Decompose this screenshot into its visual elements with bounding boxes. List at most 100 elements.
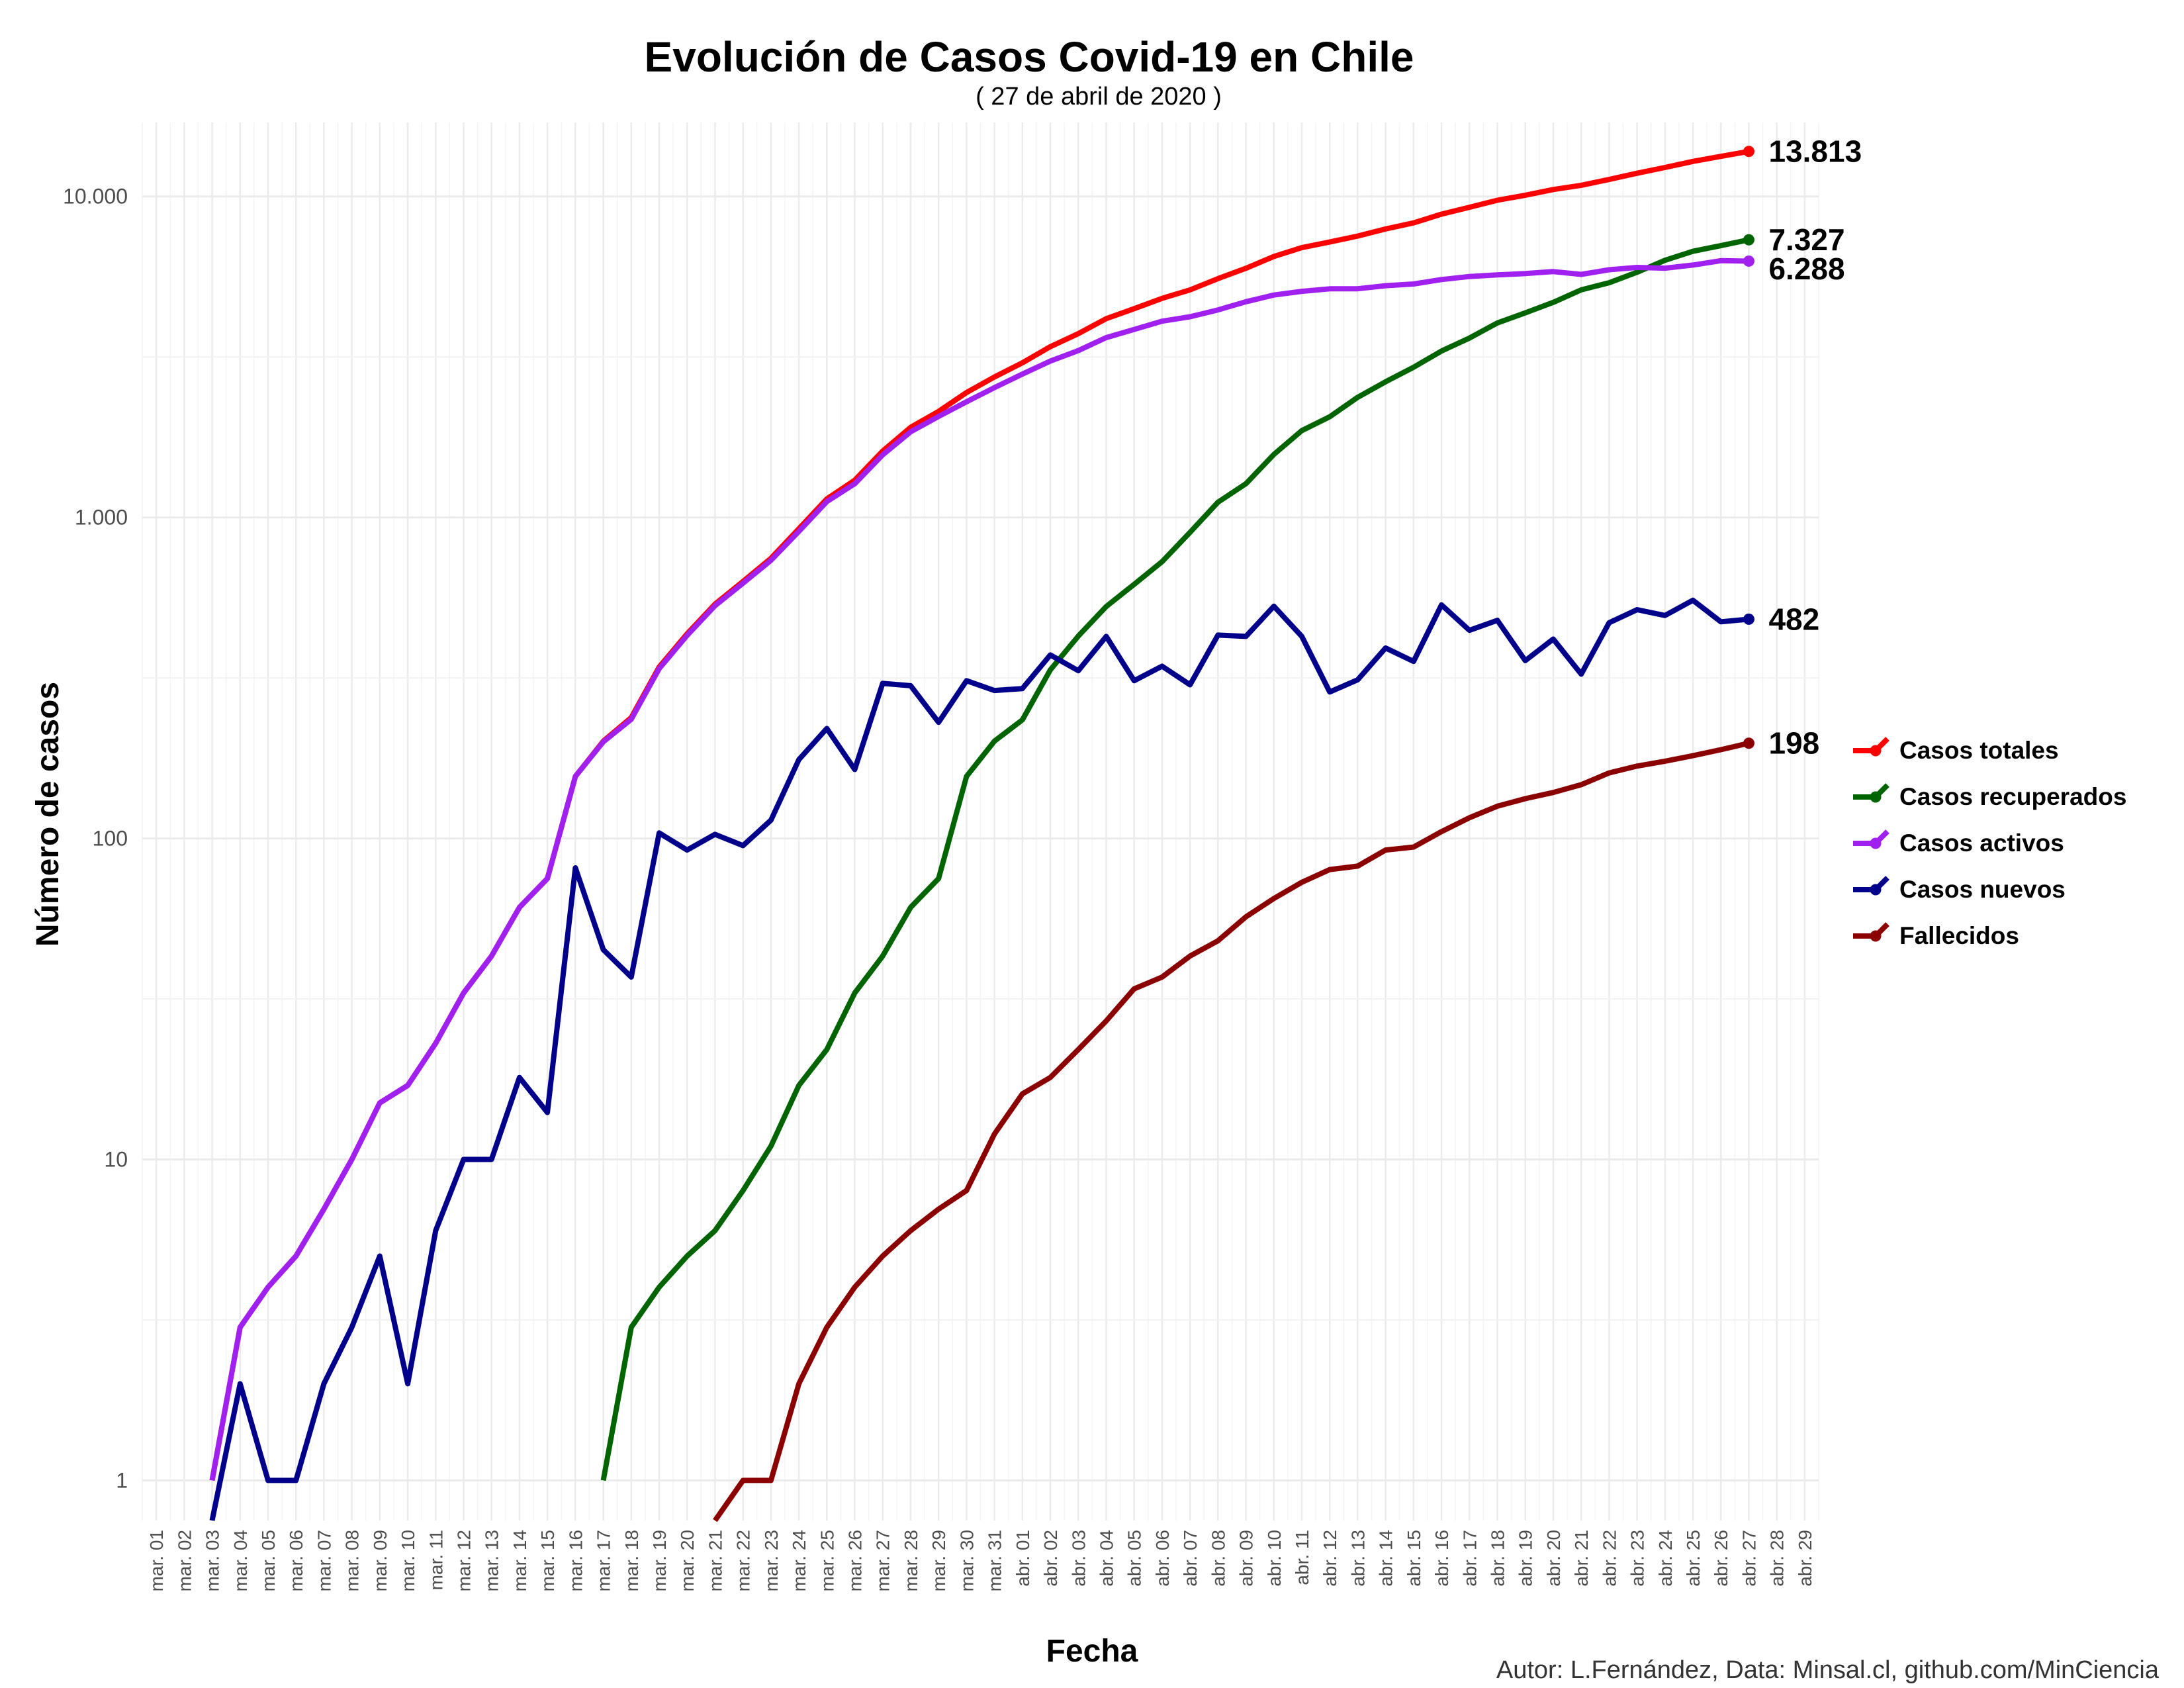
legend-key-point xyxy=(1870,791,1882,803)
legend-key-point xyxy=(1870,837,1882,849)
chart-subtitle: ( 27 de abril de 2020 ) xyxy=(976,83,1222,111)
x-tick-label: abr. 13 xyxy=(1347,1530,1368,1587)
series-line-casos-activos xyxy=(209,258,1749,1481)
end-label-casos-recuperados: 7.327 xyxy=(1768,222,1844,257)
series-line-fallecidos xyxy=(713,740,1750,1523)
x-tick-label: mar. 08 xyxy=(342,1530,363,1591)
end-point-casos-recuperados xyxy=(1743,234,1754,246)
x-tick-label: mar. 18 xyxy=(621,1530,642,1591)
x-tick-label: abr. 16 xyxy=(1432,1530,1452,1587)
series-layer xyxy=(209,146,1754,1523)
x-tick-label: mar. 28 xyxy=(901,1530,921,1591)
x-tick-label: abr. 07 xyxy=(1180,1530,1201,1587)
x-tick-label: abr. 27 xyxy=(1739,1530,1759,1587)
legend-item-casos-recuperados: Casos recuperados xyxy=(1853,783,2126,810)
x-tick-label: abr. 25 xyxy=(1683,1530,1704,1587)
x-tick-label: abr. 12 xyxy=(1320,1530,1340,1587)
end-label-casos-nuevos: 482 xyxy=(1768,602,1819,636)
x-tick-label: abr. 08 xyxy=(1208,1530,1228,1587)
chart-title: Evolución de Casos Covid-19 en Chile xyxy=(645,33,1414,81)
x-tick-label: mar. 31 xyxy=(985,1530,1005,1591)
x-tick-label: abr. 18 xyxy=(1488,1530,1508,1587)
legend-label: Casos activos xyxy=(1899,829,2064,857)
legend-label: Fallecidos xyxy=(1899,922,2019,949)
x-tick-label: abr. 03 xyxy=(1068,1530,1089,1587)
x-tick-label: mar. 03 xyxy=(203,1530,223,1591)
x-tick-label: mar. 27 xyxy=(873,1530,893,1591)
x-tick-label: mar. 25 xyxy=(817,1530,837,1591)
legend-key-point xyxy=(1870,745,1882,757)
y-tick-label: 100 xyxy=(93,827,128,851)
x-tick-label: mar. 17 xyxy=(594,1530,614,1591)
x-tick-label: mar. 14 xyxy=(510,1530,530,1591)
x-tick-label: mar. 10 xyxy=(398,1530,418,1591)
legend-item-casos-totales: Casos totales xyxy=(1853,737,2059,764)
legend-label: Casos recuperados xyxy=(1899,783,2126,810)
x-tick-label: mar. 16 xyxy=(565,1530,586,1591)
x-axis-title: Fecha xyxy=(1046,1634,1138,1669)
x-tick-label: mar. 01 xyxy=(146,1530,167,1591)
end-point-casos-totales xyxy=(1743,146,1754,158)
end-point-casos-activos xyxy=(1743,255,1754,267)
legend-label: Casos nuevos xyxy=(1899,876,2066,903)
x-tick-label: abr. 11 xyxy=(1292,1530,1312,1585)
legend-item-fallecidos: Fallecidos xyxy=(1853,922,2019,949)
x-tick-label: abr. 21 xyxy=(1571,1530,1592,1587)
x-tick-label: abr. 19 xyxy=(1516,1530,1536,1587)
caption: Autor: L.Fernández, Data: Minsal.cl, git… xyxy=(1496,1656,2160,1684)
end-label-casos-totales: 13.813 xyxy=(1768,134,1862,169)
legend-item-casos-activos: Casos activos xyxy=(1853,829,2064,857)
end-point-casos-nuevos xyxy=(1743,613,1754,625)
x-tick-label: abr. 15 xyxy=(1404,1530,1424,1587)
x-tick-label: mar. 12 xyxy=(453,1530,474,1591)
x-tick-label: abr. 22 xyxy=(1599,1530,1619,1587)
x-tick-label: abr. 06 xyxy=(1152,1530,1173,1587)
x-tick-label: abr. 09 xyxy=(1236,1530,1257,1587)
x-tick-label: mar. 02 xyxy=(174,1530,195,1591)
x-tick-label: abr. 02 xyxy=(1040,1530,1061,1587)
x-tick-label: mar. 29 xyxy=(929,1530,949,1591)
x-tick-label: mar. 15 xyxy=(537,1530,558,1591)
x-tick-label: mar. 06 xyxy=(286,1530,306,1591)
x-tick-label: mar. 13 xyxy=(482,1530,502,1591)
x-tick-label: abr. 05 xyxy=(1124,1530,1145,1587)
grid-layer xyxy=(142,122,1819,1521)
x-tick-label: abr. 28 xyxy=(1767,1530,1788,1587)
end-label-fallecidos: 198 xyxy=(1768,726,1819,761)
x-tick-label: abr. 26 xyxy=(1711,1530,1731,1587)
series-line-casos-nuevos xyxy=(209,597,1749,1521)
end-label-casos-activos: 6.288 xyxy=(1768,252,1844,286)
legend-item-casos-nuevos: Casos nuevos xyxy=(1853,876,2066,903)
x-tick-label: mar. 19 xyxy=(649,1530,670,1591)
x-tick-label: mar. 26 xyxy=(845,1530,866,1591)
x-tick-label: mar. 05 xyxy=(258,1530,279,1591)
x-tick-label: mar. 24 xyxy=(789,1530,809,1591)
x-tick-label: mar. 11 xyxy=(426,1530,446,1590)
y-ticks-layer: 1 10 100 1.000 10.000 xyxy=(63,185,128,1493)
x-tick-label: abr. 04 xyxy=(1096,1530,1116,1587)
x-tick-label: mar. 07 xyxy=(314,1530,334,1591)
x-tick-label: mar. 09 xyxy=(370,1530,390,1591)
x-tick-label: mar. 30 xyxy=(956,1530,977,1591)
end-point-fallecidos xyxy=(1743,737,1754,749)
x-tick-label: abr. 24 xyxy=(1655,1530,1676,1587)
legend-key-point xyxy=(1870,884,1882,896)
y-tick-label: 10 xyxy=(104,1147,128,1171)
x-tick-label: abr. 14 xyxy=(1376,1530,1396,1587)
x-tick-label: abr. 17 xyxy=(1459,1530,1480,1587)
y-axis-title: Número de casos xyxy=(30,682,66,947)
x-tick-label: mar. 04 xyxy=(230,1530,251,1591)
x-tick-label: mar. 22 xyxy=(733,1530,754,1591)
series-line-casos-recuperados xyxy=(600,237,1750,1481)
x-tick-label: abr. 23 xyxy=(1627,1530,1648,1587)
y-tick-label: 1.000 xyxy=(75,506,128,530)
legend: Casos totales Casos recuperados Casos acti… xyxy=(1853,737,2126,949)
y-tick-label: 1 xyxy=(116,1468,128,1492)
y-tick-label: 10.000 xyxy=(63,185,128,209)
x-tick-label: mar. 20 xyxy=(677,1530,698,1591)
legend-key-point xyxy=(1870,930,1882,942)
x-tick-label: abr. 29 xyxy=(1795,1530,1815,1587)
x-tick-label: mar. 21 xyxy=(705,1530,725,1591)
